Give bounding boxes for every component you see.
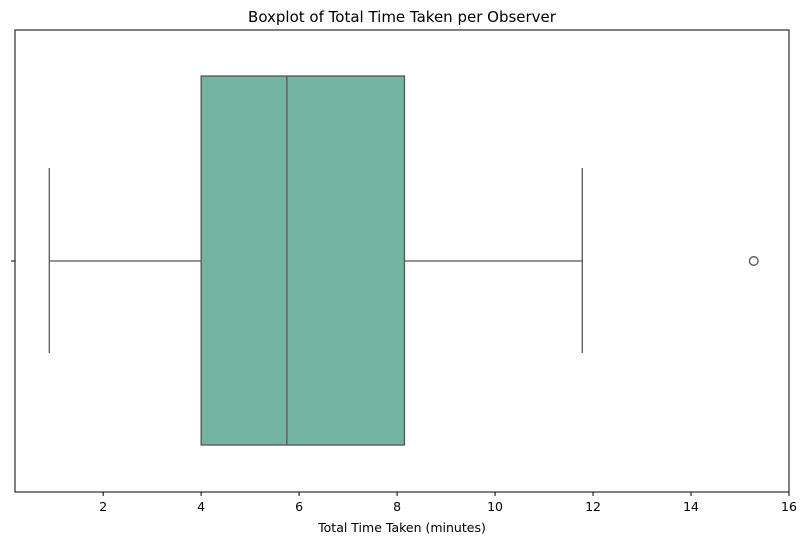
x-tick-label: 8 bbox=[393, 499, 401, 514]
x-tick-label: 2 bbox=[99, 499, 107, 514]
x-tick-label: 4 bbox=[197, 499, 205, 514]
chart-title: Boxplot of Total Time Taken per Observer bbox=[248, 8, 557, 26]
outlier-point bbox=[748, 256, 759, 266]
plot-area bbox=[48, 75, 759, 446]
x-tick-label: 16 bbox=[781, 499, 797, 514]
iqr-box bbox=[200, 75, 406, 446]
x-tick-label: 14 bbox=[683, 499, 699, 514]
x-tick-label: 10 bbox=[487, 499, 503, 514]
x-axis-ticks: 2 4 6 8 10 12 14 16 bbox=[99, 492, 797, 514]
x-tick-label: 12 bbox=[585, 499, 601, 514]
x-tick-label: 6 bbox=[295, 499, 303, 514]
x-axis-label: Total Time Taken (minutes) bbox=[317, 520, 486, 535]
